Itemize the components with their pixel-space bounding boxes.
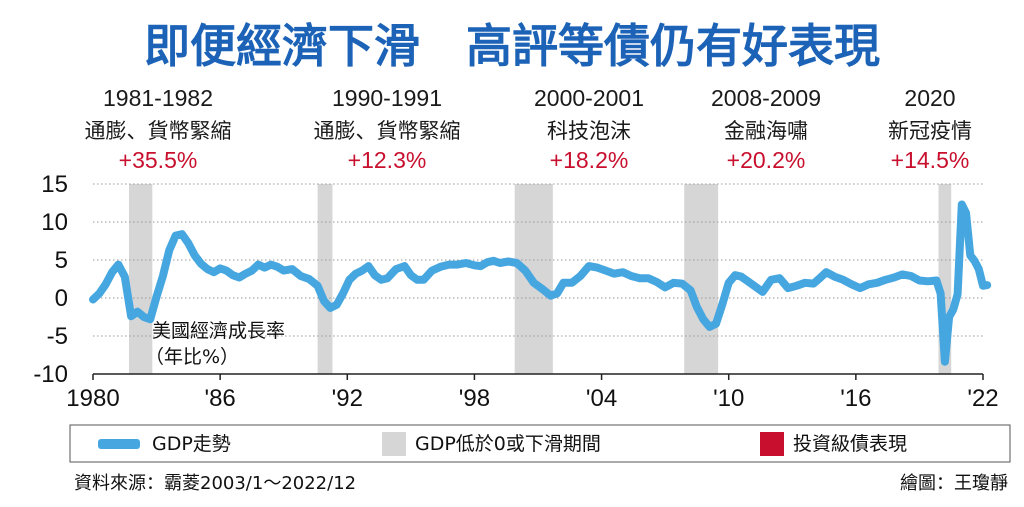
annotation-label: 通膨、貨幣緊縮 [85,119,232,143]
x-tick-label: '22 [967,385,998,412]
y-tick-label: 0 [55,285,68,312]
annotation-years: 1981-1982 [103,85,213,111]
annotation-value: +20.2% [727,147,806,173]
legend-shade-swatch [382,432,406,456]
x-tick-label: '92 [332,385,363,412]
x-tick-label: '86 [205,385,236,412]
annotation-years: 2000-2001 [534,85,644,111]
annotation-value: +18.2% [550,147,629,173]
source-note: 資料來源：霸菱2003/1～2022/12 [74,473,356,494]
legend-bond: 投資級債表現 [793,433,907,455]
credit-note: 繪圖：王瓊靜 [900,473,1008,494]
x-axis: 1980 '86 '92 '98 '04 '10 '16 '22 [66,373,999,412]
annotation-label: 金融海嘯 [724,119,808,143]
annotation-years: 1990-1991 [332,85,442,111]
legend-box [69,424,1011,463]
legend-gdp: GDP走勢 [152,433,231,455]
legend-shade: GDP低於0或下滑期間 [415,433,601,455]
annotation-value: +14.5% [891,147,970,173]
shaded-period [684,184,719,374]
chart-title: 即便經濟下滑 高評等債仍有好表現 [144,19,880,73]
x-tick-label: '10 [713,385,744,412]
y-tick-label: -5 [47,323,68,350]
annotation-2000: 2000-2001 科技泡沫 +18.2% [534,85,644,173]
annotation-2008: 2008-2009 金融海嘯 +20.2% [711,85,821,173]
annotation-1990: 1990-1991 通膨、貨幣緊縮 +12.3% [314,85,461,173]
series-note-unit: （年比%） [145,346,239,368]
y-tick-label: 15 [41,171,68,198]
annotation-1981: 1981-1982 通膨、貨幣緊縮 +35.5% [85,85,232,173]
annotation-label: 新冠疫情 [888,119,972,143]
shaded-periods [129,184,952,374]
series-note: 美國經濟成長率 [152,320,285,342]
x-tick-label: '16 [840,385,871,412]
y-tick-label: 5 [55,247,68,274]
x-tick-label: 1980 [66,385,119,412]
x-tick-label: '04 [586,385,617,412]
y-tick-label: 10 [41,209,68,236]
legend-bond-swatch [760,432,784,456]
annotation-label: 科技泡沫 [547,119,631,143]
annotation-value: +35.5% [119,147,198,173]
x-tick-label: '98 [459,385,490,412]
legend-line-swatch [98,439,140,449]
annotation-value: +12.3% [348,147,427,173]
y-axis: 15 10 5 0 -5 -10 [33,171,68,388]
annotation-2020: 2020 新冠疫情 +14.5% [888,85,972,173]
gdp-line [89,200,992,366]
gdp-series [89,200,992,366]
y-tick-label: -10 [33,361,68,388]
annotation-years: 2008-2009 [711,85,821,111]
shaded-period [317,184,333,374]
annotation-years: 2020 [904,85,955,111]
shaded-period [129,184,153,374]
annotation-label: 通膨、貨幣緊縮 [314,119,461,143]
